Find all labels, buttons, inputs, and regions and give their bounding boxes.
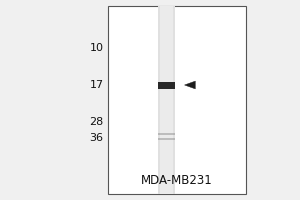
Bar — [158, 133, 175, 135]
Text: 17: 17 — [89, 80, 103, 90]
Text: 28: 28 — [89, 117, 103, 127]
Bar — [158, 6, 175, 194]
Bar — [158, 82, 175, 88]
Bar — [158, 138, 175, 140]
Text: MDA-MB231: MDA-MB231 — [141, 173, 213, 186]
Bar — [160, 6, 173, 194]
Bar — [108, 6, 246, 194]
Text: 10: 10 — [89, 43, 103, 53]
Polygon shape — [184, 81, 195, 89]
Text: 36: 36 — [89, 133, 103, 143]
